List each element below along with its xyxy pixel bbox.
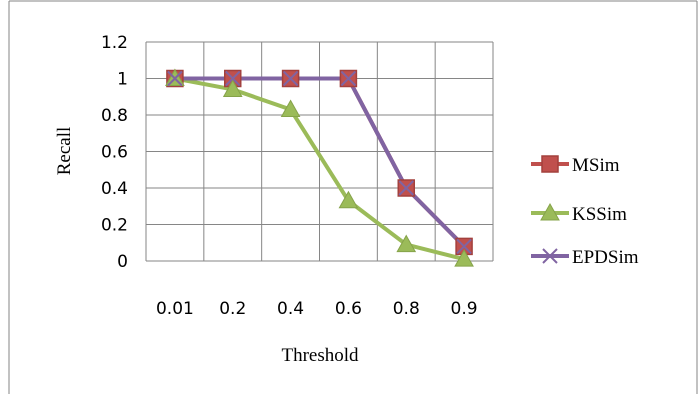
data-point-kssim bbox=[280, 99, 301, 118]
series-lines bbox=[172, 76, 467, 262]
y-tick-label: 0.6 bbox=[101, 143, 128, 163]
y-tick-label: 1 bbox=[117, 70, 128, 90]
y-tick-label: 0.2 bbox=[101, 216, 128, 236]
series-line-kssim bbox=[172, 76, 467, 262]
legend-marker-msim bbox=[541, 155, 559, 173]
x-tick-label: 0.01 bbox=[156, 299, 194, 319]
x-tick-label: 0.8 bbox=[393, 299, 420, 319]
legend-label-epdsim: EPDSim bbox=[572, 247, 639, 268]
legend-marker-epdsim bbox=[542, 248, 558, 264]
y-tick-label: 0 bbox=[117, 252, 128, 272]
x-axis-ticks: 0.01 0.2 0.4 0.6 0.8 0.9 bbox=[156, 299, 478, 319]
series-line-epdsim bbox=[172, 76, 467, 249]
x-tick-label: 0.6 bbox=[335, 299, 362, 319]
x-tick-label: 0.2 bbox=[219, 299, 246, 319]
data-point-epdsim bbox=[340, 70, 357, 87]
legend-marker-kssim bbox=[540, 202, 560, 221]
data-point-kssim bbox=[222, 79, 243, 97]
data-point-epdsim bbox=[398, 180, 414, 196]
data-point-epdsim bbox=[456, 238, 472, 255]
x-tick-label: 0.4 bbox=[277, 299, 304, 319]
y-tick-label: 1.2 bbox=[101, 33, 128, 53]
data-point-kssim bbox=[396, 234, 417, 253]
y-tick-label: 0.4 bbox=[101, 179, 128, 199]
series-markers bbox=[165, 68, 474, 267]
legend-label-msim: MSim bbox=[572, 155, 620, 176]
legend-label-kssim: KSSim bbox=[572, 204, 627, 225]
data-point-kssim bbox=[338, 190, 359, 209]
y-axis-title: Recall bbox=[54, 127, 75, 176]
data-point-epdsim bbox=[282, 70, 299, 87]
data-point-epdsim bbox=[167, 70, 183, 87]
y-axis-ticks: 0 0.2 0.4 0.6 0.8 1 1.2 bbox=[101, 33, 128, 272]
data-point-epdsim bbox=[225, 70, 241, 87]
x-tick-label: 0.9 bbox=[451, 299, 478, 319]
data-point-kssim bbox=[454, 249, 474, 267]
x-axis-title: Threshold bbox=[281, 345, 359, 366]
y-tick-label: 0.8 bbox=[101, 106, 128, 126]
legend: MSim KSSim EPDSim bbox=[531, 155, 639, 268]
